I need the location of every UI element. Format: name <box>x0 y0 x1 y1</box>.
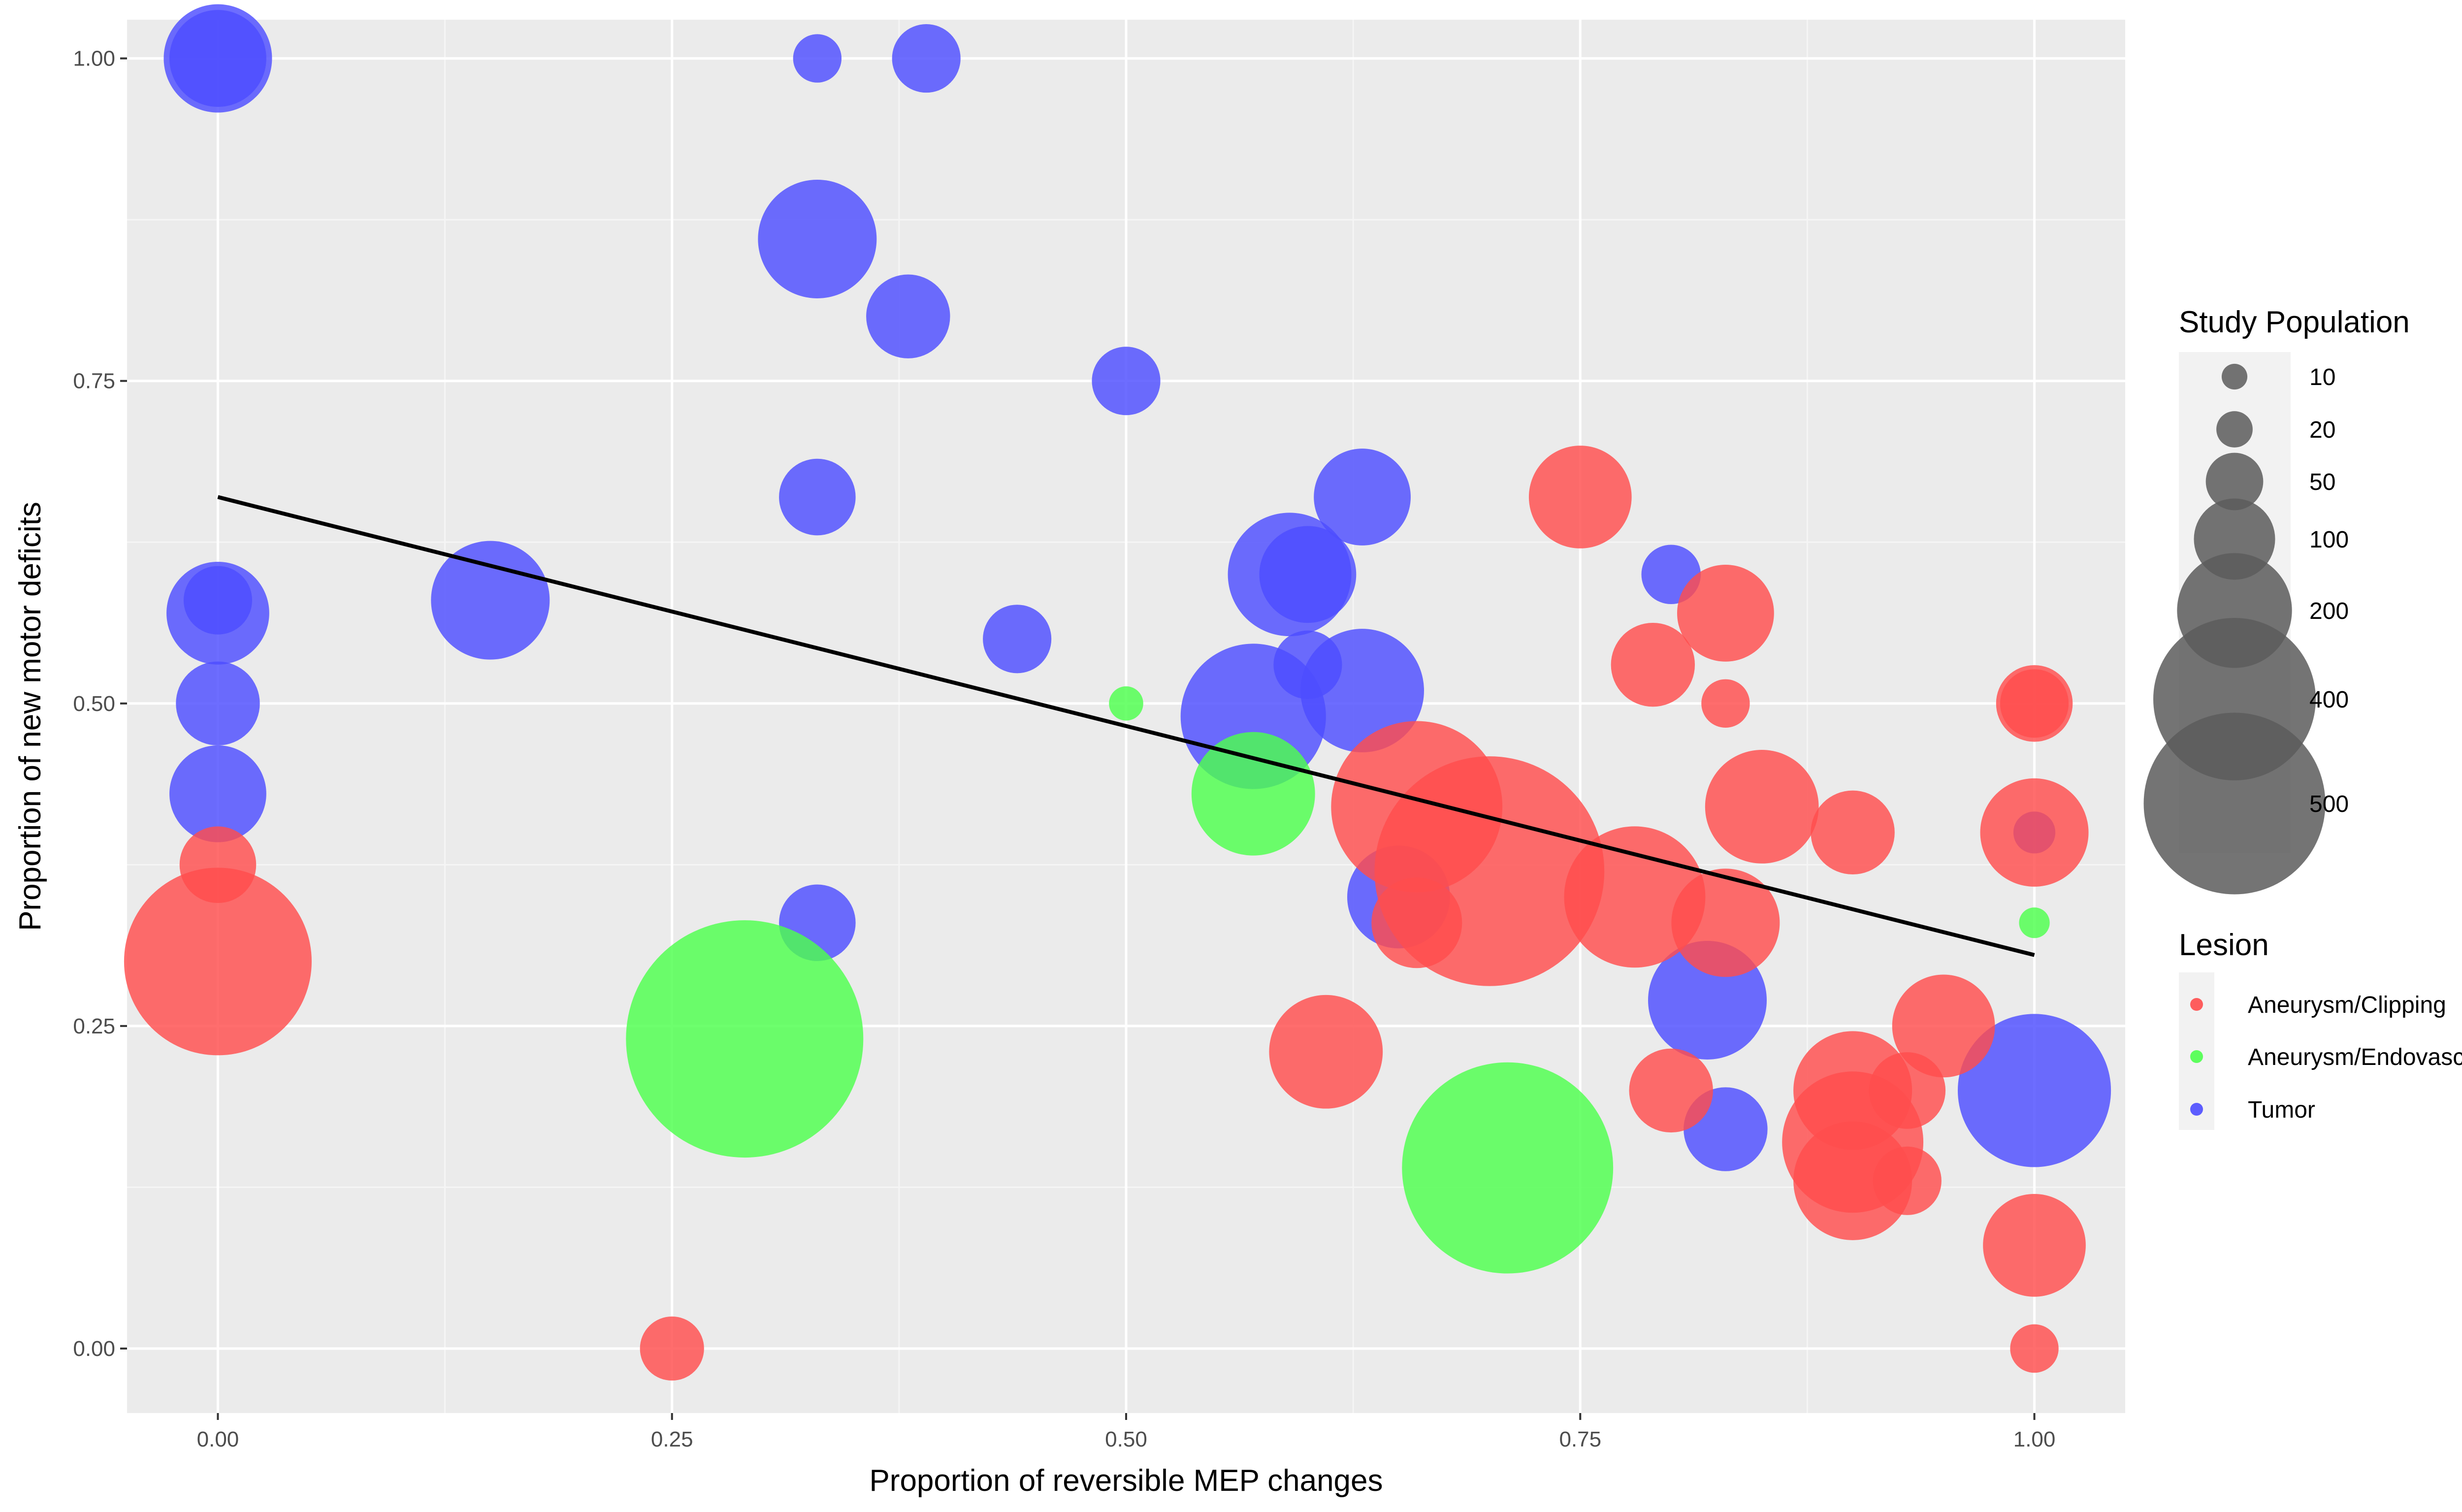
data-point <box>1402 1062 1614 1274</box>
y-tick-label: 0.75 <box>73 369 115 393</box>
data-point <box>1191 732 1315 856</box>
lesion-legend-label: Aneurysm/Clipping <box>2248 992 2446 1018</box>
data-point <box>793 34 842 83</box>
data-point <box>1314 449 1411 546</box>
data-point <box>892 24 961 93</box>
data-point <box>1629 1048 1713 1133</box>
data-point <box>1705 750 1819 864</box>
size-legend-label: 10 <box>2309 364 2335 390</box>
data-point <box>983 605 1052 674</box>
x-axis-title: Proportion of reversible MEP changes <box>869 1464 1383 1498</box>
data-point <box>166 562 269 665</box>
data-point <box>1701 679 1750 728</box>
y-tick-label: 0.00 <box>73 1337 115 1361</box>
size-legend-label: 400 <box>2309 687 2349 713</box>
x-tick-label: 0.00 <box>197 1427 239 1451</box>
data-point <box>866 274 950 358</box>
size-legend-label: 500 <box>2309 791 2349 817</box>
data-point <box>1980 778 2089 887</box>
y-tick-label: 1.00 <box>73 47 115 71</box>
axis-ticks <box>120 57 2036 1420</box>
data-point <box>2019 907 2050 938</box>
size-legend-key <box>2221 363 2248 390</box>
lesion-legend: Lesion Aneurysm/Clipping Aneurysm/Endova… <box>2179 928 2462 1130</box>
lesion-legend-keys <box>2190 998 2203 1116</box>
data-point <box>1611 622 1695 707</box>
y-axis-title: Proportion of new motor deficits <box>13 502 47 931</box>
size-legend: Study Population 10 20 50 100 200 400 50… <box>2143 305 2410 895</box>
x-tick-label: 1.00 <box>2013 1427 2056 1451</box>
size-legend-keys <box>2143 363 2326 895</box>
data-point <box>1259 526 1357 623</box>
size-legend-key <box>2216 411 2253 448</box>
data-point <box>2000 669 2069 738</box>
data-point <box>1300 629 1425 753</box>
data-point <box>640 1316 704 1381</box>
lesion-legend-key <box>2190 1050 2203 1063</box>
data-point <box>1793 1121 1912 1240</box>
lesion-legend-label: Aneurysm/Endovascular <box>2248 1044 2462 1070</box>
data-point <box>1677 564 1774 662</box>
x-tick-label: 0.25 <box>651 1427 693 1451</box>
data-point <box>1957 1014 2111 1167</box>
data-point <box>1873 1146 1942 1215</box>
data-point <box>1109 686 1143 721</box>
data-point <box>2010 1324 2059 1373</box>
data-point <box>1892 974 1995 1078</box>
x-tick-label: 0.75 <box>1559 1427 1601 1451</box>
y-tick-label: 0.50 <box>73 692 115 716</box>
data-point <box>1528 446 1632 548</box>
data-points <box>124 4 2111 1381</box>
data-point <box>1371 877 1462 968</box>
data-point <box>779 458 856 536</box>
data-point <box>431 541 550 660</box>
data-point <box>626 920 864 1158</box>
size-legend-key <box>2143 712 2326 895</box>
data-point <box>758 179 877 298</box>
data-point <box>1983 1193 2086 1297</box>
data-point <box>169 745 266 842</box>
data-point <box>124 868 312 1056</box>
size-legend-label: 100 <box>2309 527 2349 553</box>
size-legend-key <box>2205 452 2264 511</box>
lesion-legend-key <box>2190 1103 2203 1116</box>
lesion-legend-key <box>2190 998 2203 1011</box>
x-tick-label: 0.50 <box>1105 1427 1147 1451</box>
data-point <box>1092 347 1161 416</box>
regression-line <box>217 495 2035 957</box>
size-legend-title: Study Population <box>2179 305 2410 339</box>
data-point <box>1269 995 1383 1109</box>
y-tick-label: 0.25 <box>73 1014 115 1038</box>
data-point <box>1811 790 1895 875</box>
size-legend-label: 200 <box>2309 598 2349 624</box>
size-legend-label: 50 <box>2309 469 2335 495</box>
size-legend-label: 20 <box>2309 417 2335 443</box>
data-point <box>1671 869 1780 977</box>
data-point <box>169 10 266 107</box>
lesion-legend-label: Tumor <box>2248 1097 2315 1123</box>
data-point <box>176 661 260 746</box>
lesion-legend-title: Lesion <box>2179 928 2269 962</box>
